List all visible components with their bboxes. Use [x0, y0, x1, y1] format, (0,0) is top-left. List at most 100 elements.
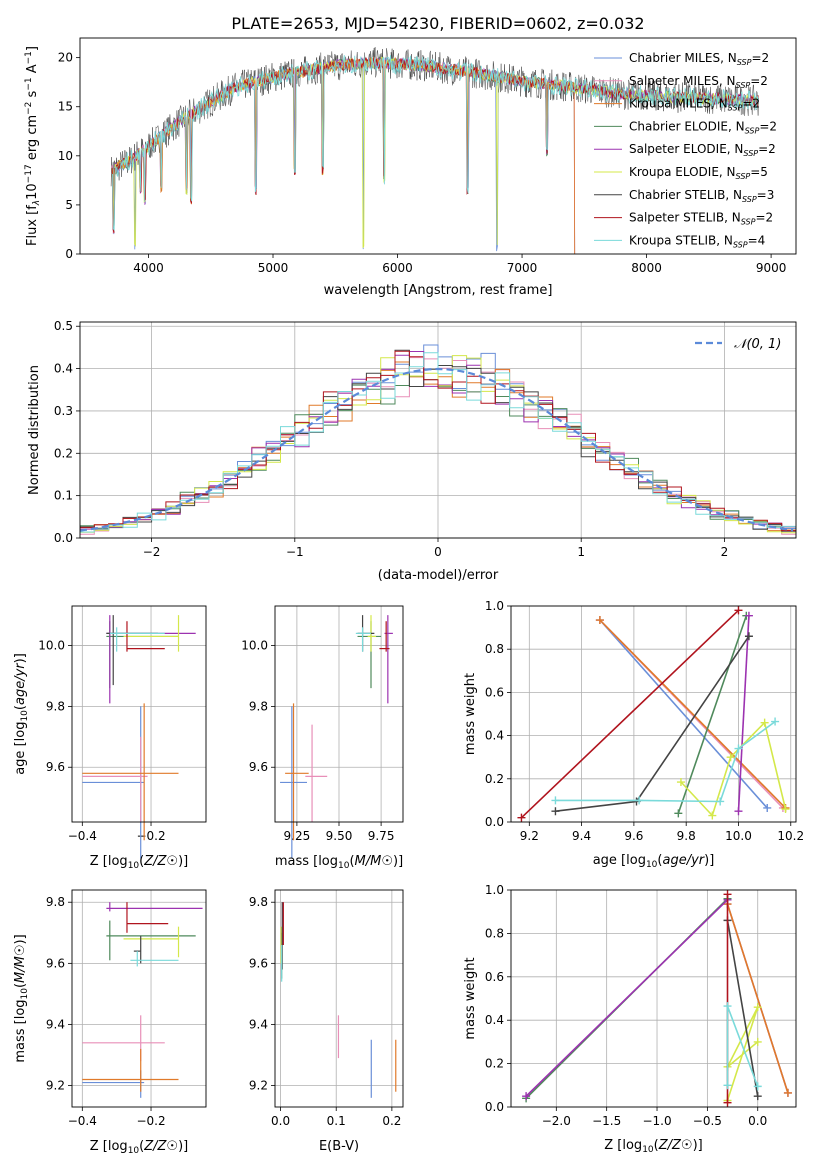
weight-marker-8 — [723, 1002, 732, 1011]
weight-marker-4 — [734, 807, 743, 816]
axes-frame — [510, 605, 797, 823]
ytick-label: 10.0 — [241, 639, 268, 653]
figure-title: PLATE=2653, MJD=54230, FIBERID=0602, z=0… — [231, 14, 644, 33]
ytick-label: 0.2 — [54, 446, 73, 460]
Z-age-errorbars — [82, 615, 196, 859]
legend-label-0: Chabrier MILES, NSSP=2 — [629, 51, 769, 67]
age-weight-xlabel: age [log10(age/yr)] — [593, 853, 715, 870]
ytick-label: 9.6 — [46, 760, 65, 774]
spectrum-legend: Chabrier MILES, NSSP=2 Salpeter MILES, NS… — [594, 51, 777, 249]
weight-marker-8 — [734, 744, 743, 753]
xtick-label: 0.1 — [327, 1114, 346, 1128]
ytick-label: 10 — [58, 149, 73, 163]
weight-marker-2 — [783, 1088, 792, 1097]
mass-age-xlabel: mass [log10(M/M☉)] — [275, 854, 403, 871]
xtick-label: 0.0 — [271, 1114, 290, 1128]
ytick-label: 0.4 — [485, 729, 504, 743]
xtick-label: −1.5 — [592, 1114, 621, 1128]
ytick-label: 9.8 — [249, 895, 268, 909]
mass-age-axes: 9.25 9.50 9.75 9.6 9.8 10.0 mass [log10(M/M☉)] — [241, 605, 404, 871]
xtick-label: 1 — [577, 545, 585, 559]
xtick-label: 0 — [434, 545, 442, 559]
weight-marker-7 — [517, 813, 526, 822]
weight-line-5 — [726, 1006, 759, 1101]
panels: 4000 5000 6000 7000 8000 900005101520waveleng… — [13, 37, 804, 1156]
weight-marker-5 — [753, 1003, 762, 1012]
xtick-label: 9.4 — [572, 829, 591, 843]
ytick-label: 0 — [65, 247, 73, 261]
xtick-label: 6000 — [382, 261, 413, 275]
ytick-label: 0.2 — [485, 1057, 504, 1071]
age-weight-axes: 9.2 9.4 9.6 9.8 10.0 10.2 0.0 0.2 0.4 0.6 0.8 1.0 ag… — [463, 599, 804, 870]
histogram-series-8 — [80, 352, 796, 536]
axes-frame — [79, 37, 797, 255]
weight-marker-7 — [723, 1098, 732, 1107]
ytick-label: 9.4 — [46, 1017, 65, 1031]
histograms — [80, 344, 796, 536]
age-weight-lines — [517, 606, 790, 822]
xtick-label: 9.8 — [677, 829, 696, 843]
ytick-label: 9.2 — [46, 1079, 65, 1093]
residuals-xlabel: (data-model)/error — [378, 568, 499, 583]
residuals-ylabel: Normed distribution — [27, 365, 42, 495]
Z-mass-axes: −0.4 −0.2 9.2 9.4 9.6 9.8 Z [log10(Z/Z☉)] mass … — [13, 889, 207, 1156]
weight-line-6 — [726, 920, 759, 1097]
xtick-label: −2.0 — [542, 1114, 571, 1128]
ytick-label: 9.6 — [249, 760, 268, 774]
ytick-label: 0.6 — [485, 970, 504, 984]
spectrum-xlabel: wavelength [Angstrom, rest frame] — [324, 283, 553, 298]
weight-line-4 — [525, 899, 729, 1097]
weight-marker-8 — [771, 717, 780, 726]
normal-curve — [80, 367, 794, 532]
legend-label-5: Kroupa ELODIE, NSSP=5 — [629, 165, 768, 181]
Z-mass-errorbars — [82, 902, 203, 1098]
xtick-label: 5000 — [258, 261, 289, 275]
Z-weight-lines — [522, 890, 792, 1107]
ytick-label: 9.2 — [249, 1079, 268, 1093]
ytick-label: 0.3 — [54, 404, 73, 418]
weight-marker-8 — [753, 1082, 762, 1091]
weight-line-0 — [599, 619, 768, 809]
xtick-label: 0.0 — [748, 1114, 767, 1128]
xtick-label: 4000 — [133, 261, 164, 275]
xtick-label: 9.50 — [326, 829, 353, 843]
ytick-label: 1.0 — [485, 599, 504, 613]
legend-label-6: Chabrier STELIB, NSSP=3 — [629, 188, 774, 204]
Z-weight-axes: −2.0 −1.5 −1.0 −0.5 0.0 0.0 0.2 0.4 0.6 0.8 1.0 Z [… — [463, 883, 797, 1155]
legend-label-8: Kroupa STELIB, NSSP=4 — [629, 233, 765, 249]
Z-weight-ylabel: mass weight — [463, 957, 478, 1039]
weight-marker-5 — [726, 753, 735, 762]
axes-frame — [71, 889, 207, 1108]
xtick-label: 9.75 — [368, 829, 395, 843]
legend-label-7: Salpeter STELIB, NSSP=2 — [629, 211, 773, 227]
ytick-label: 0.8 — [485, 642, 504, 656]
weight-line-4 — [737, 615, 750, 812]
spectrum-series-8 — [112, 55, 759, 232]
xtick-label: −1.0 — [642, 1114, 671, 1128]
Z-age-axes: −0.4 −0.29.69.810.0Z [log10(Z/Z☉)]age [lo… — [13, 605, 207, 871]
Z-age-xlabel: Z [log10(Z/Z☉)] — [90, 854, 188, 871]
ytick-label: 9.6 — [46, 956, 65, 970]
axes-frame — [71, 605, 207, 823]
Z-weight-xlabel: Z [log10(Z/Z☉)] — [604, 1138, 702, 1155]
weight-marker-6 — [744, 632, 753, 641]
axes-frame — [274, 889, 404, 1108]
weight-marker-8 — [716, 797, 725, 806]
xtick-label: 9.25 — [284, 829, 311, 843]
xtick-label: −2 — [143, 545, 161, 559]
weight-marker-8 — [551, 796, 560, 805]
mass-age-errorbars — [280, 615, 393, 859]
xtick-label: 8000 — [631, 261, 662, 275]
axes-frame — [79, 321, 797, 539]
age-weight-ylabel: mass weight — [463, 673, 478, 755]
spectrum-ylabel: Flux [fλ10−17 erg cm−2 s−1 A−1] — [24, 46, 42, 246]
axes-frame — [274, 605, 404, 823]
ytick-label: 0.6 — [485, 685, 504, 699]
Z-mass-xlabel: Z [log10(Z/Z☉)] — [90, 1139, 188, 1156]
weight-line-6 — [555, 635, 750, 812]
ytick-label: 5 — [65, 198, 73, 212]
xtick-label: −0.2 — [136, 1114, 165, 1128]
ytick-label: 20 — [58, 51, 73, 65]
weight-line-2 — [726, 903, 789, 1094]
